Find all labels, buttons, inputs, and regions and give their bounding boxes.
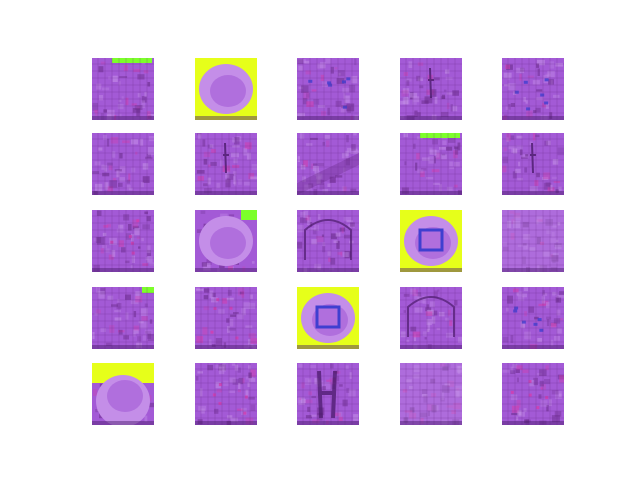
sample-tile-r5c2 <box>195 363 257 425</box>
sample-tile-r3c1 <box>92 210 154 272</box>
sample-tile-r4c5 <box>502 287 564 349</box>
sample-tile-r2c2 <box>195 133 257 195</box>
sample-tile-r1c1 <box>92 58 154 120</box>
sample-tile-r5c3 <box>297 363 359 425</box>
sample-tile-r2c3 <box>297 133 359 195</box>
sample-tile-r5c4 <box>400 363 462 425</box>
sample-tile-r2c5 <box>502 133 564 195</box>
sample-tile-r3c3 <box>297 210 359 272</box>
sample-tile-r1c4 <box>400 58 462 120</box>
sample-tile-r4c1 <box>92 287 154 349</box>
sample-tile-r3c5 <box>502 210 564 272</box>
sample-tile-r1c2 <box>195 58 257 120</box>
sample-tile-r4c3 <box>297 287 359 349</box>
sample-tile-r4c2 <box>195 287 257 349</box>
sample-tile-r4c4 <box>400 287 462 349</box>
sample-tile-r1c5 <box>502 58 564 120</box>
sample-tile-r2c1 <box>92 133 154 195</box>
sample-tile-r3c4 <box>400 210 462 272</box>
sample-tile-r5c5 <box>502 363 564 425</box>
sample-tile-r3c2 <box>195 210 257 272</box>
sample-tile-r1c3 <box>297 58 359 120</box>
sample-tile-r2c4 <box>400 133 462 195</box>
sample-tile-r5c1 <box>92 363 154 425</box>
